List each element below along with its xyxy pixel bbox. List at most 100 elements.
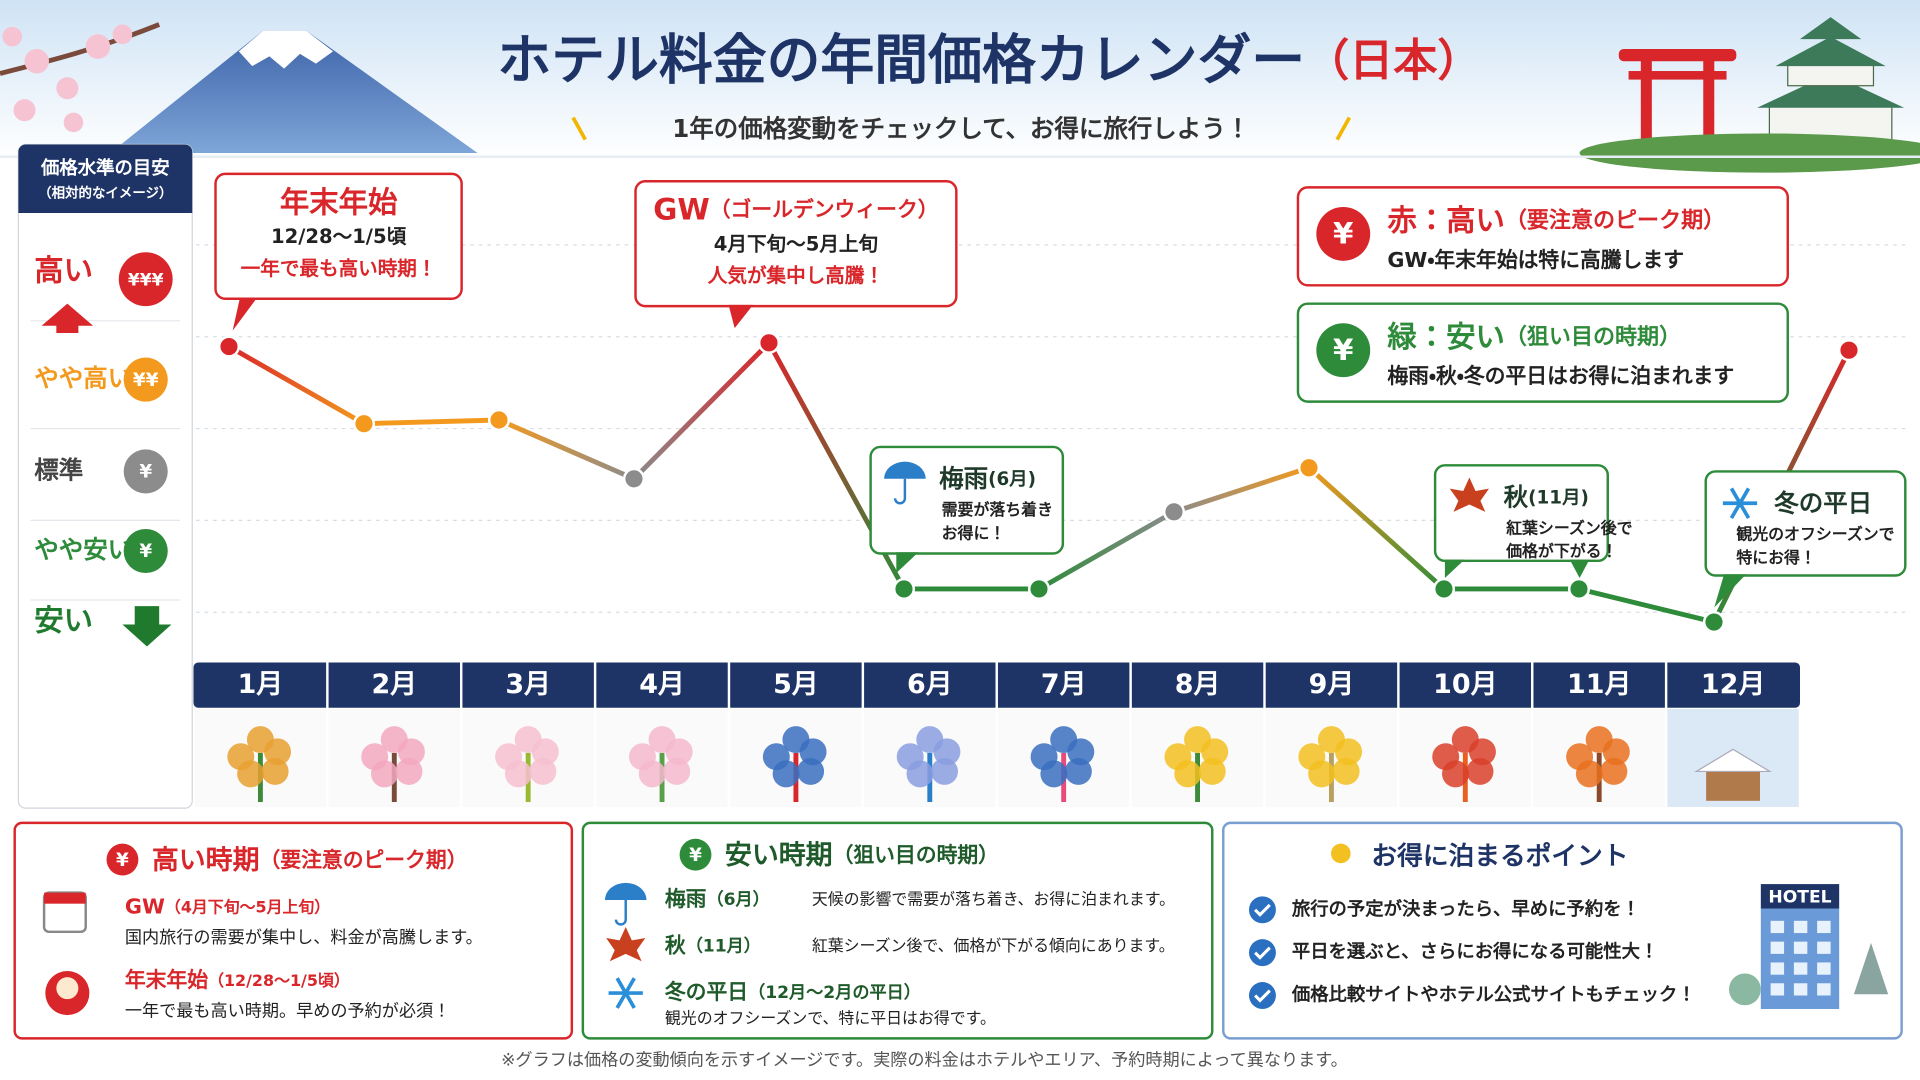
level-badge [123,449,168,494]
callout-box [634,180,958,308]
illustration-blob [1040,760,1068,788]
callout-text: 4月下旬～5月上旬 [714,232,878,255]
callout-text: 紅葉シーズン後で [1506,518,1633,537]
level-badge-text: ¥¥¥ [128,270,164,290]
illustration-blob [1600,757,1628,785]
callout-pointer [728,304,754,329]
line-segment [1306,465,1447,592]
line-segment [1171,465,1312,515]
callout-pointer [1714,574,1747,608]
cherry-blossom [0,22,161,133]
key-box [1296,302,1789,403]
callout-text: 12/28～1/5頃 [271,225,407,248]
maple-icon [1449,477,1489,512]
check-icon [1248,982,1276,1009]
heading-main: 高い時期 [152,844,260,875]
tip-text: 平日を選ぶと、さらにお得になる可能性大！ [1292,941,1658,963]
callout-pointer [896,552,919,574]
castle [1579,17,1920,173]
month-label: 7月 [1041,669,1087,700]
illustration-blob [504,760,532,788]
illustration-blob [906,760,934,788]
illustration-blob [772,760,800,788]
mount-fuji [110,30,478,154]
illustration-blob [1184,726,1212,754]
umbrella-handle [614,900,627,926]
level-badge [123,528,168,574]
callout-title: 梅雨(6月) [939,464,1036,493]
illustration-blob [1442,760,1469,788]
callout-title: 年末年始 [280,185,398,219]
panel-title: 高い時期（要注意のピーク期） [152,844,468,875]
month-label: 12月 [1701,669,1765,700]
callout-pointer [1444,559,1465,578]
heading-note: （狙い目の時期） [1505,325,1681,350]
guide-header [18,144,193,214]
level-label: やや安い [34,535,132,564]
illustration-blob [797,757,825,785]
key-box [1296,186,1789,287]
illustration-blob [663,757,691,785]
low-panel [581,821,1214,1040]
hotel-window [1817,920,1831,934]
label: 価格水準の目安 [40,157,170,179]
callout-title: GW（ゴールデンウィーク） [653,192,938,226]
bush [1728,973,1761,1006]
data-point [217,335,240,358]
panel-item-title: GW（4月下旬～5月上旬） [125,894,330,918]
up-arrow [41,303,94,334]
umbrella-icon [884,461,926,479]
illustration-blob [261,757,289,785]
hotel-window [1770,983,1785,996]
yen-badge [106,843,139,876]
line-segment [361,417,502,427]
hotel-sign: HOTEL [1768,888,1831,908]
hotel-window [1817,941,1831,954]
month-label: 10月 [1433,669,1497,700]
heading-note: （要注意のピーク期） [1505,208,1725,234]
yen-badge [679,838,712,871]
heading-note: （ゴールデンウィーク） [710,198,939,222]
panel-item-text: 紅葉シーズン後で、価格が下がる傾向にあります。 [812,936,1175,955]
level-badge-text: ¥ [139,541,152,562]
heading-note: （12/28～1/5頃） [208,970,350,989]
month-label: 4月 [639,669,685,700]
data-point [1297,456,1320,479]
illustration-blob [1585,726,1613,754]
month-label: 6月 [907,669,953,700]
level-label: やや高い [34,364,132,393]
data-point [1702,611,1725,634]
torii-gate [1618,48,1737,155]
check-mark [1254,903,1271,917]
heading-main: GW [653,192,710,226]
data-point [1432,577,1455,600]
month-label: 8月 [1175,669,1221,700]
data-point [1162,500,1185,523]
key-title: 赤：高い（要注意のピーク期） [1387,203,1725,237]
daruma-face [56,977,79,1000]
illustration-blob [237,760,265,788]
level-badge [118,252,173,307]
data-point [1837,339,1860,362]
yen-symbol: ¥ [1333,333,1354,367]
panel-item-title: 梅雨（6月） [665,887,770,911]
callout-text: 観光のオフシーズンで [1736,525,1894,544]
panel-item-text: 国内旅行の需要が集中し、料金が高騰します。 [125,928,483,948]
heading-main: 年末年始 [280,185,398,219]
heading-main: 冬の平日 [664,980,748,1004]
illustration-blob [648,726,676,754]
line-segment [631,340,772,482]
illustration-blob [1332,757,1360,785]
key-text: GW・年末年始は特に高騰します [1387,248,1684,272]
illustration-blob [1174,760,1202,788]
key-text: 梅雨・秋・冬の平日はお得に泊まれます [1387,364,1734,388]
heading-main: GW [125,894,165,918]
house [1706,768,1760,801]
data-point [1027,577,1050,600]
hotel-window [1770,941,1785,954]
level-badge-text: ¥ [139,462,152,483]
high-panel [13,821,574,1040]
guide-lines [195,244,1911,613]
label: （相対的なイメージ） [38,184,172,201]
